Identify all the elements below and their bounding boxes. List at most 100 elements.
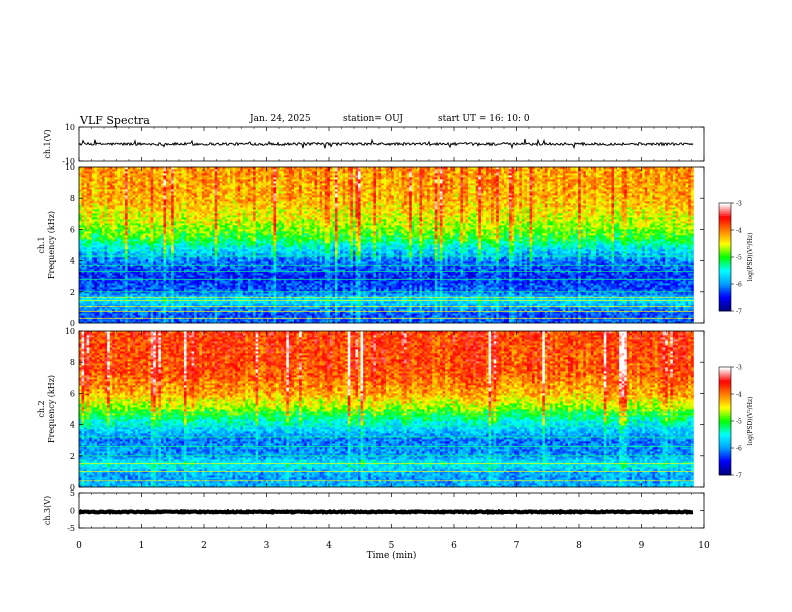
spectrogram-cell [125, 229, 129, 232]
spectrogram-cell [89, 209, 93, 212]
spectrogram-cell [150, 265, 154, 268]
spectrogram-cell [102, 227, 105, 230]
spectrogram-cell [94, 187, 98, 190]
spectrogram-cell [127, 235, 131, 238]
spectrogram-cell [137, 231, 141, 234]
spectrogram-cell [130, 169, 134, 172]
spectrogram-cell [96, 219, 100, 222]
spectrogram-cell [143, 243, 146, 246]
spectrogram-cell [125, 175, 129, 178]
spectrogram-cell [81, 171, 85, 174]
spectrogram-cell [135, 293, 139, 296]
spectrogram-cell [94, 281, 98, 284]
spectrogram-cell [114, 227, 118, 230]
spectrogram-cell [119, 265, 123, 268]
spectrogram-cell [109, 265, 113, 268]
spectrogram-cell [132, 301, 136, 304]
spectrogram-cell [117, 275, 121, 278]
spectrogram-cell [140, 273, 144, 276]
spectrogram-cell [91, 215, 95, 218]
spectrogram-cell [94, 301, 98, 304]
spectrogram-cell [145, 183, 149, 186]
spectrogram-cell [104, 233, 108, 236]
spectrogram-cell [86, 209, 90, 212]
spectrogram-cell [150, 229, 154, 232]
spectrogram-cell [150, 249, 154, 252]
spectrogram-cell [81, 167, 85, 170]
spectrogram-cell [94, 243, 98, 246]
spectrogram-cell [135, 211, 139, 214]
spectrogram-cell [79, 277, 82, 280]
spectrogram-cell [86, 199, 90, 202]
spectrogram-cell [91, 189, 95, 192]
spectrogram-cell [79, 267, 82, 270]
spectrogram-cell [125, 209, 129, 212]
spectrogram-cell [86, 267, 90, 270]
spectrogram-cell [125, 215, 129, 218]
spectrogram-cell [104, 257, 108, 260]
spectrogram-cell [130, 229, 134, 232]
spectrogram-cell [117, 237, 121, 240]
spectrogram-cell [104, 215, 108, 218]
spectrogram-cell [109, 243, 113, 246]
spectrogram-cell [99, 239, 103, 242]
spectrogram-cell [109, 169, 113, 172]
spectrogram-cell [99, 173, 103, 176]
spectrogram-cell [153, 189, 157, 192]
spectrogram-cell [107, 289, 111, 292]
spectrogram-cell [79, 205, 82, 208]
spectrogram-cell [89, 185, 93, 188]
spectrogram-cell [145, 217, 149, 220]
spectrogram-cell [153, 173, 157, 176]
spectrogram-cell [86, 183, 90, 186]
spectrogram-cell [148, 283, 152, 286]
spectrogram-cell [81, 309, 85, 312]
spectrogram-cell [102, 277, 105, 280]
spectrogram-cell [94, 207, 98, 210]
spectrogram-cell [135, 303, 139, 306]
spectrogram-cell [104, 169, 108, 172]
spectrogram-cell [104, 227, 108, 230]
spectrogram-cell [112, 203, 116, 206]
spectrogram-cell [150, 271, 154, 274]
spectrogram-cell [117, 209, 121, 212]
spectrogram-cell [104, 205, 108, 208]
spectrogram-cell [91, 267, 95, 270]
spectrogram-cell [125, 305, 129, 308]
spectrogram-cell [135, 253, 139, 256]
spectrogram-cell [99, 301, 103, 304]
spectrogram-cell [119, 315, 123, 318]
spectrogram-cell [122, 315, 126, 318]
spectrogram-cell [150, 169, 154, 172]
spectrogram-cell [91, 251, 95, 254]
spectrogram-cell [122, 319, 126, 322]
spectrogram-cell [94, 259, 98, 262]
spectrogram-cell [140, 223, 144, 226]
spectrogram-cell [130, 315, 134, 318]
spectrogram-cell [150, 205, 154, 208]
spectrogram-cell [112, 231, 116, 234]
spectrogram-cell [107, 187, 111, 190]
waveform-1 [78, 126, 705, 162]
spectrogram-cell [119, 217, 123, 220]
spectrogram-cell [79, 221, 82, 224]
spectrogram-cell [117, 195, 121, 198]
spectrogram-cell [145, 211, 149, 214]
spectrogram-cell [112, 273, 116, 276]
spectrogram-cell [96, 169, 100, 172]
spectrogram-cell [96, 247, 100, 250]
spectrogram-cell [84, 217, 88, 220]
spectrogram-cell [99, 167, 103, 170]
spectrogram-cell [86, 195, 90, 198]
spectrogram-cell [132, 295, 136, 298]
spectrogram-cell [145, 209, 149, 212]
spectrogram-cell [96, 313, 100, 316]
spectrogram-cell [150, 207, 154, 210]
spectrogram-cell [122, 219, 126, 222]
spectrogram-cell [96, 181, 100, 184]
spectrogram-cell [81, 189, 85, 192]
spectrogram-cell [132, 231, 136, 234]
spectrogram-cell [155, 233, 159, 236]
spectrogram-cell [140, 249, 144, 252]
spectrogram-cell [130, 237, 134, 240]
